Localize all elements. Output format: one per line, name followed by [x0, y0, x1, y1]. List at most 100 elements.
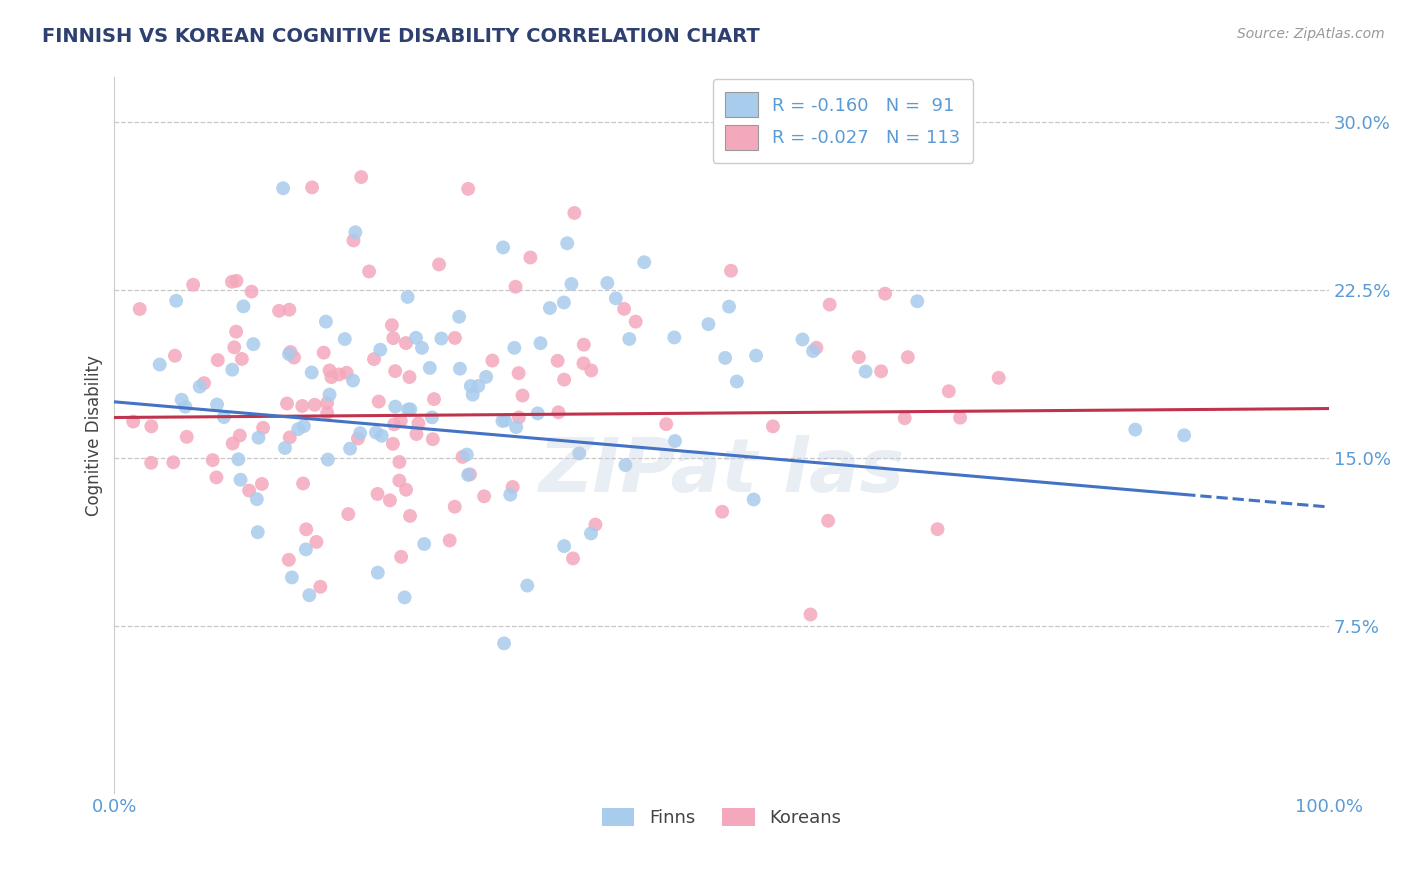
Point: [349, 426, 371, 441]
Point: [505, 420, 527, 434]
Point: [205, 470, 228, 484]
Point: [378, 493, 401, 508]
Point: [1173, 428, 1195, 442]
Point: [388, 474, 411, 488]
Point: [817, 514, 839, 528]
Point: [188, 379, 211, 393]
Point: [560, 277, 582, 291]
Point: [762, 419, 785, 434]
Point: [553, 295, 575, 310]
Point: [240, 285, 263, 299]
Point: [870, 364, 893, 378]
Point: [505, 279, 527, 293]
Point: [384, 364, 406, 378]
Point: [301, 180, 323, 194]
Point: [1123, 423, 1146, 437]
Point: [553, 373, 575, 387]
Point: [318, 387, 340, 401]
Point: [292, 476, 315, 491]
Point: [371, 429, 394, 443]
Point: [405, 331, 427, 345]
Point: [347, 432, 370, 446]
Point: [519, 251, 541, 265]
Point: [283, 351, 305, 365]
Point: [309, 580, 332, 594]
Point: [503, 341, 526, 355]
Point: [413, 537, 436, 551]
Point: [225, 274, 247, 288]
Point: [499, 488, 522, 502]
Point: [384, 400, 406, 414]
Point: [720, 264, 742, 278]
Point: [128, 301, 150, 316]
Point: [382, 417, 405, 432]
Point: [526, 406, 548, 420]
Point: [897, 350, 920, 364]
Point: [411, 341, 433, 355]
Point: [246, 525, 269, 540]
Point: [405, 427, 427, 442]
Point: [364, 425, 387, 440]
Point: [633, 255, 655, 269]
Point: [350, 169, 373, 184]
Point: [443, 500, 465, 514]
Point: [291, 399, 314, 413]
Point: [274, 441, 297, 455]
Point: [555, 236, 578, 251]
Point: [472, 489, 495, 503]
Point: [316, 406, 339, 420]
Point: [742, 492, 765, 507]
Point: [176, 430, 198, 444]
Point: [893, 411, 915, 425]
Point: [697, 317, 720, 331]
Point: [242, 337, 264, 351]
Point: [564, 206, 586, 220]
Point: [381, 437, 404, 451]
Point: [423, 392, 446, 406]
Point: [475, 370, 498, 384]
Point: [271, 181, 294, 195]
Point: [337, 507, 360, 521]
Point: [725, 375, 748, 389]
Point: [141, 456, 163, 470]
Point: [221, 362, 243, 376]
Point: [304, 398, 326, 412]
Point: [491, 414, 513, 428]
Point: [281, 570, 304, 584]
Point: [572, 356, 595, 370]
Point: [714, 351, 737, 365]
Point: [905, 294, 928, 309]
Text: ZIPat las: ZIPat las: [538, 434, 904, 508]
Point: [396, 290, 419, 304]
Point: [389, 414, 412, 428]
Point: [605, 291, 627, 305]
Point: [246, 492, 269, 507]
Point: [420, 410, 443, 425]
Point: [987, 371, 1010, 385]
Point: [456, 448, 478, 462]
Point: [399, 508, 422, 523]
Point: [247, 431, 270, 445]
Point: [855, 364, 877, 378]
Point: [388, 455, 411, 469]
Point: [614, 458, 637, 472]
Point: [583, 517, 606, 532]
Point: [363, 352, 385, 367]
Point: [170, 392, 193, 407]
Point: [624, 315, 647, 329]
Point: [165, 293, 187, 308]
Point: [212, 410, 235, 425]
Point: [238, 483, 260, 498]
Point: [818, 297, 841, 311]
Point: [321, 370, 343, 384]
Point: [444, 331, 467, 345]
Point: [799, 607, 821, 622]
Point: [395, 336, 418, 351]
Point: [367, 487, 389, 501]
Point: [221, 436, 243, 450]
Point: [457, 467, 479, 482]
Point: [419, 360, 441, 375]
Point: [664, 330, 686, 344]
Point: [396, 402, 419, 417]
Point: [163, 349, 186, 363]
